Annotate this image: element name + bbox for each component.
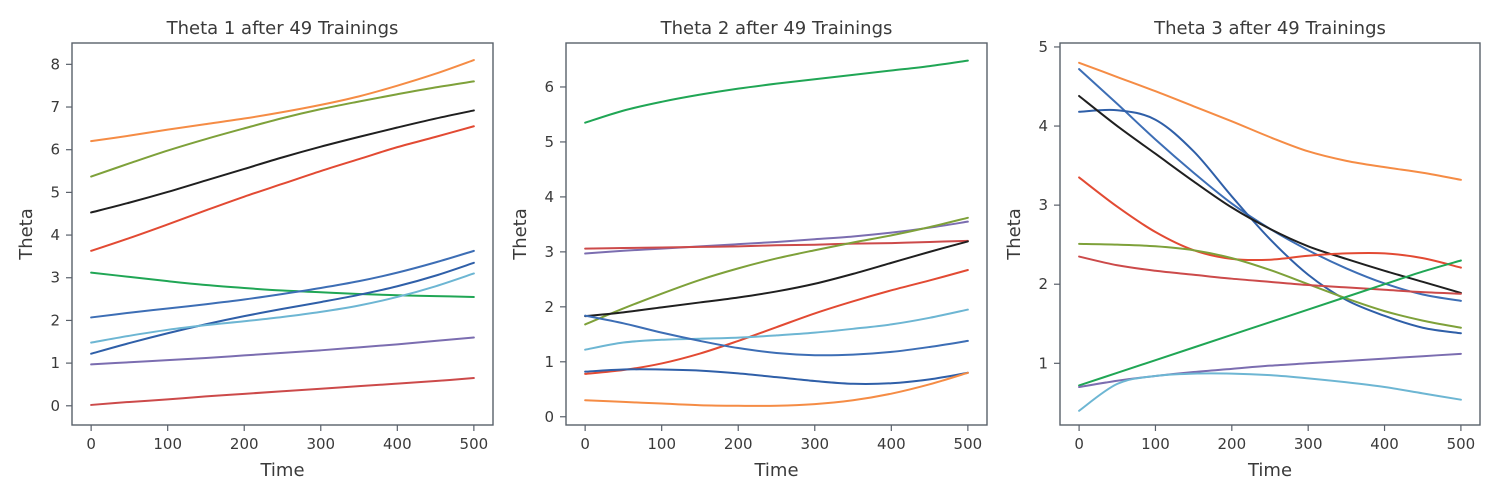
y-tick-label: 0 xyxy=(50,397,60,415)
y-tick-label: 1 xyxy=(544,353,554,371)
series-line-orange xyxy=(584,371,969,407)
y-tick-label: 2 xyxy=(544,298,554,316)
y-tick-label: 2 xyxy=(50,311,60,329)
x-tick-label: 500 xyxy=(460,435,489,453)
x-tick-label: 500 xyxy=(1447,435,1476,453)
y-tick-label: 5 xyxy=(50,183,60,201)
y-axis-label: Theta xyxy=(16,208,37,261)
y-tick-label: 3 xyxy=(1038,196,1048,214)
series-line-olive xyxy=(1078,242,1462,329)
chart-title: Theta 3 after 49 Trainings xyxy=(1153,18,1386,39)
series-line-olive xyxy=(584,216,969,326)
y-tick-label: 6 xyxy=(544,78,554,96)
series-group xyxy=(584,59,969,407)
series-line-olive xyxy=(90,80,475,178)
chart-title: Theta 1 after 49 Trainings xyxy=(166,18,399,39)
panel-theta-1: Theta 1 after 49 Trainings 0 100 200 300 400 5… xyxy=(16,18,494,481)
x-tick-label: 100 xyxy=(153,435,182,453)
series-line-orange xyxy=(1078,61,1462,181)
x-tick-label: 400 xyxy=(383,435,412,453)
series-line-light-blue xyxy=(90,272,475,344)
series-line-green xyxy=(90,271,475,298)
x-tick-label: 100 xyxy=(647,435,676,453)
series-line-blue xyxy=(90,249,475,319)
series-group xyxy=(1078,61,1462,412)
y-axis-label: Theta xyxy=(1004,208,1025,261)
x-tick-label: 400 xyxy=(1370,435,1399,453)
y-tick-label: 8 xyxy=(50,55,60,73)
x-tick-label: 200 xyxy=(724,435,753,453)
series-line-red-flat xyxy=(584,239,969,250)
y-tick-label: 4 xyxy=(50,226,60,244)
x-tick-label: 100 xyxy=(1141,435,1170,453)
series-line-red xyxy=(1078,176,1462,269)
x-tick-label: 0 xyxy=(580,435,590,453)
series-line-purple xyxy=(1078,352,1462,389)
series-line-blue xyxy=(584,314,969,357)
series-line-black xyxy=(584,240,969,318)
series-line-navy-blue xyxy=(584,368,969,385)
series-line-red xyxy=(90,125,475,252)
series-line-dark-red xyxy=(90,377,475,406)
x-tick-label: 0 xyxy=(1074,435,1084,453)
y-tick-label: 5 xyxy=(1038,38,1048,56)
y-tick-label: 5 xyxy=(544,133,554,151)
series-line-black xyxy=(90,109,475,214)
series-line-green xyxy=(1078,259,1462,387)
y-tick-label: 3 xyxy=(544,243,554,261)
x-tick-label: 300 xyxy=(800,435,829,453)
x-tick-label: 500 xyxy=(954,435,983,453)
x-tick-label: 300 xyxy=(1294,435,1323,453)
series-line-light-blue xyxy=(584,308,969,351)
series-line-orange xyxy=(90,59,475,143)
x-tick-label: 200 xyxy=(1217,435,1246,453)
y-tick-label: 4 xyxy=(544,188,554,206)
x-axis-label: Time xyxy=(259,460,304,481)
y-tick-label: 1 xyxy=(50,354,60,372)
y-axis-label: Theta xyxy=(510,208,531,261)
x-tick-label: 300 xyxy=(306,435,335,453)
series-line-light-blue xyxy=(1078,372,1462,412)
y-tick-label: 6 xyxy=(50,141,60,159)
x-tick-label: 0 xyxy=(86,435,96,453)
chart-title: Theta 2 after 49 Trainings xyxy=(660,18,893,39)
x-axis-label: Time xyxy=(1247,460,1292,481)
y-tick-label: 2 xyxy=(1038,275,1048,293)
x-tick-label: 400 xyxy=(877,435,906,453)
series-line-blue xyxy=(1078,68,1462,302)
y-tick-label: 7 xyxy=(50,98,60,116)
series-line-red xyxy=(584,269,969,375)
series-line-black xyxy=(1078,94,1462,294)
plot-frame xyxy=(565,42,988,426)
plot-frame xyxy=(1059,42,1481,426)
series-line-purple xyxy=(584,220,969,255)
panel-theta-3: Theta 3 after 49 Trainings 0 100 200 300 400 5… xyxy=(1004,18,1481,481)
y-tick-label: 4 xyxy=(1038,117,1048,135)
panel-theta-2: Theta 2 after 49 Trainings 0 100 200 300 400 5… xyxy=(510,18,988,481)
series-line-navy-blue xyxy=(90,261,475,355)
series-line-dark-red xyxy=(1078,255,1462,295)
series-line-green xyxy=(584,59,969,124)
series-group xyxy=(90,59,475,406)
y-tick-label: 1 xyxy=(1038,354,1048,372)
x-tick-label: 200 xyxy=(230,435,259,453)
series-line-purple xyxy=(90,336,475,366)
y-tick-label: 3 xyxy=(50,269,60,287)
plot-frame xyxy=(71,42,494,426)
series-line-navy-blue xyxy=(1078,108,1462,335)
y-tick-label: 0 xyxy=(544,408,554,426)
x-axis-label: Time xyxy=(753,460,798,481)
